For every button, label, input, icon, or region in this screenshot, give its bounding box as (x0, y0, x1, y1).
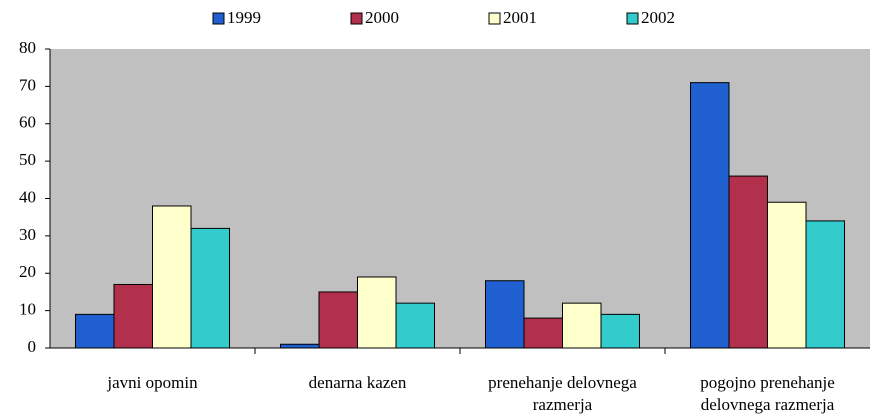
bar (600, 313, 640, 349)
bar (523, 317, 563, 349)
bar (113, 283, 153, 349)
legend-swatch (626, 12, 639, 25)
y-tick-label: 40 (19, 187, 36, 206)
bar (728, 175, 768, 349)
legend-swatch (350, 12, 363, 25)
y-tick-label: 0 (28, 337, 37, 356)
y-tick-label: 50 (19, 150, 36, 169)
bar (280, 343, 320, 349)
bar (357, 276, 397, 349)
x-tick-label: pogojno prenehanje delovnega razmerja (700, 373, 835, 414)
legend-label: 2000 (365, 8, 399, 27)
y-tick-label: 10 (19, 300, 36, 319)
bar (395, 302, 435, 349)
y-tick-label: 60 (19, 113, 36, 132)
legend-label: 2001 (503, 8, 537, 27)
bar (152, 205, 192, 349)
bar (318, 291, 358, 349)
y-tick-label: 70 (19, 75, 36, 94)
x-tick-label: prenehanje delovnega razmerja (488, 373, 637, 414)
x-tick-label: denarna kazen (308, 373, 407, 392)
bar (75, 313, 115, 349)
bar (767, 201, 807, 349)
bar (690, 82, 730, 349)
y-tick-label: 80 (19, 38, 36, 57)
bar (485, 280, 525, 349)
bar (190, 227, 230, 349)
bar (562, 302, 602, 349)
y-tick-label: 20 (19, 262, 36, 281)
legend-label: 1999 (227, 8, 261, 27)
y-tick-label: 30 (19, 225, 36, 244)
bar (805, 220, 845, 349)
x-tick-label: javni opomin (107, 373, 198, 392)
legend-swatch (212, 12, 225, 25)
legend-swatch (488, 12, 501, 25)
legend-label: 2002 (641, 8, 675, 27)
